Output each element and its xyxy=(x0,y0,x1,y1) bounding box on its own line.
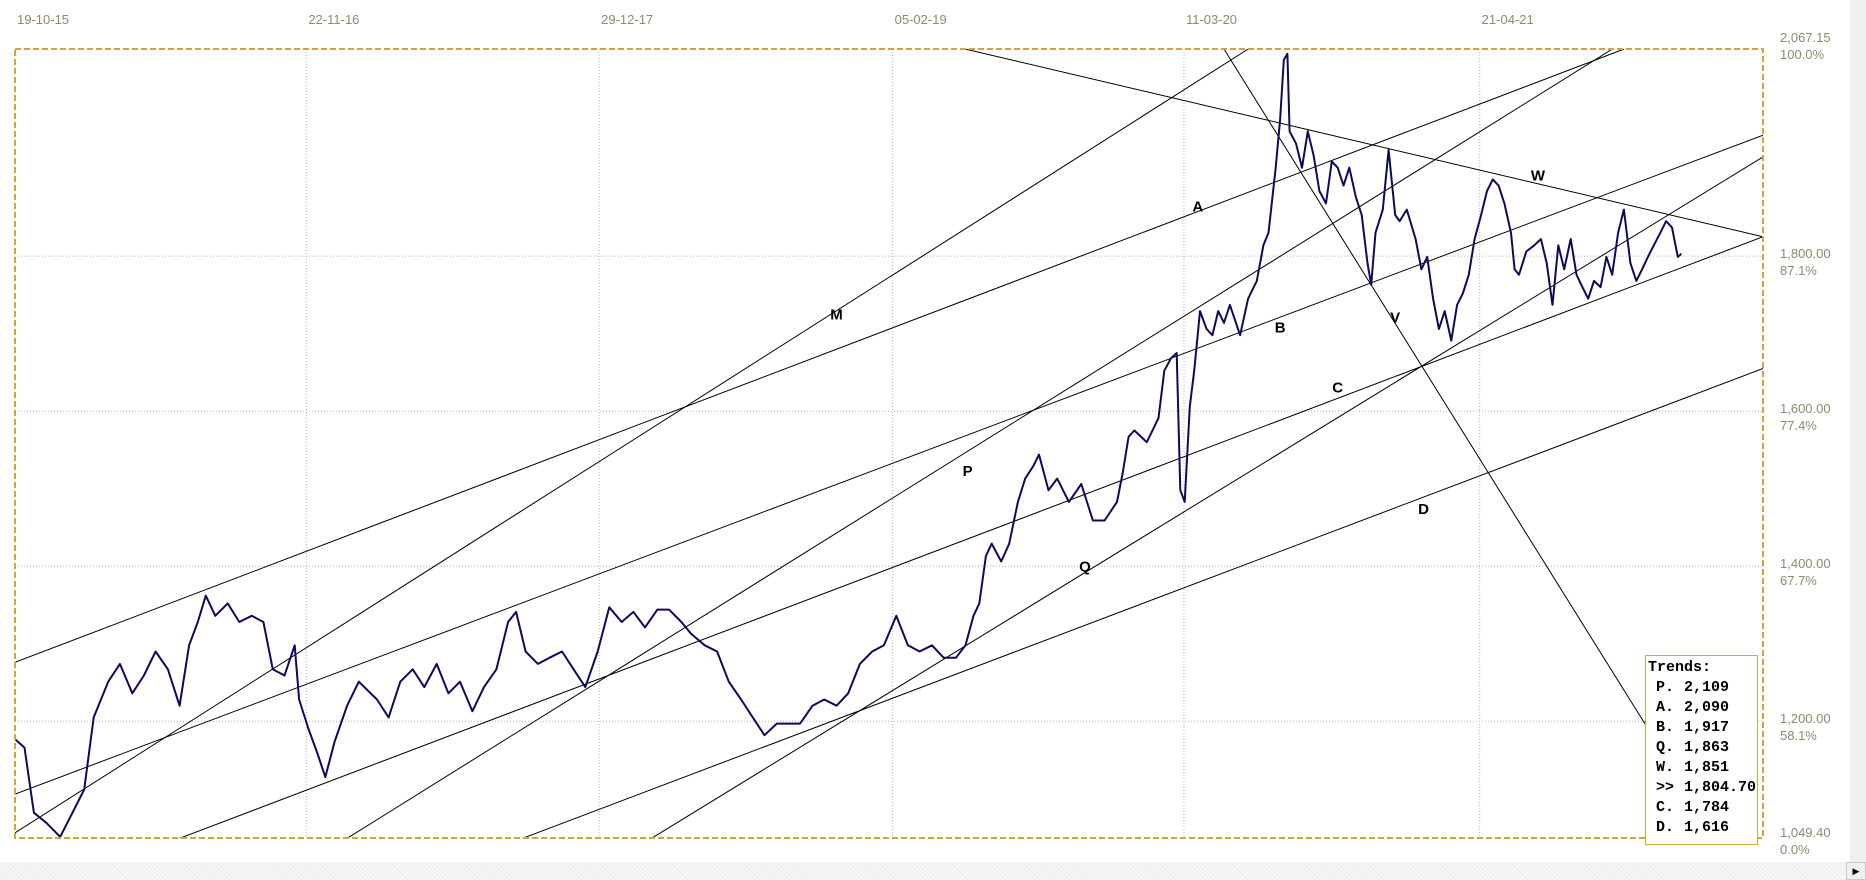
trend-value: 1,863 xyxy=(1684,739,1730,756)
trend-key: >> xyxy=(1656,779,1675,796)
trend-value: 1,784 xyxy=(1684,799,1730,816)
trend-row: D. 1,616 xyxy=(1648,818,1757,838)
trend-line-d xyxy=(522,368,1763,838)
y-tick-percent: 87.1% xyxy=(1780,263,1817,278)
y-tick-percent: 0.0% xyxy=(1780,842,1810,857)
trend-row: Q. 1,863 xyxy=(1648,738,1757,758)
price-series xyxy=(15,52,1683,838)
y-tick-percent: 58.1% xyxy=(1780,728,1817,743)
y-tick-percent: 67.7% xyxy=(1780,573,1817,588)
x-tick-label: 21-04-21 xyxy=(1482,12,1534,27)
trend-line-p xyxy=(346,49,1613,838)
trend-value: 2,109 xyxy=(1684,679,1730,696)
right-panel xyxy=(1850,0,1866,862)
trend-lines xyxy=(15,49,1763,838)
trends-title: Trends: xyxy=(1648,659,1712,676)
trend-line-q xyxy=(651,156,1763,838)
y-tick-label: 1,800.00 xyxy=(1780,246,1831,261)
trend-value: 1,616 xyxy=(1684,819,1730,836)
trend-value: 2,090 xyxy=(1684,699,1730,716)
trend-row: A. 2,090 xyxy=(1648,698,1757,718)
y-tick-percent: 100.0% xyxy=(1780,47,1825,62)
trends-list: P. 2,109 A. 2,090 B. 1,917 Q. 1,863 W. 1,851 >> 1,8… xyxy=(1648,678,1757,838)
y-axis-labels: 2,067.15 100.0% 1,800.00 87.1% 1,600.00 77.4%… xyxy=(1780,30,1831,857)
trend-key: B. xyxy=(1656,719,1675,736)
y-tick-percent: 77.4% xyxy=(1780,418,1817,433)
trend-label-a: A xyxy=(1192,199,1203,216)
trend-key: A. xyxy=(1656,699,1675,716)
trend-line-w xyxy=(965,49,1763,238)
y-tick-label: 1,049.40 xyxy=(1780,825,1831,840)
trend-value: 1,917 xyxy=(1684,719,1730,736)
trend-key: Q. xyxy=(1656,739,1675,756)
trend-key: W. xyxy=(1656,759,1675,776)
y-tick-label: 1,600.00 xyxy=(1780,401,1831,416)
x-tick-label: 22-11-16 xyxy=(308,12,359,27)
y-tick-label: 2,067.15 xyxy=(1780,30,1831,45)
x-tick-label: 29-12-17 xyxy=(601,12,653,27)
trend-label-c: C xyxy=(1332,379,1343,396)
right-arrow-icon: ▶ xyxy=(1852,866,1860,876)
trend-line-labels: A B C D M P Q V W xyxy=(830,168,1546,576)
x-axis-labels: 19-10-15 22-11-16 29-12-17 05-02-19 11-03-20… xyxy=(17,12,1534,27)
trend-label-m: M xyxy=(830,306,843,323)
trend-line-b xyxy=(15,134,1763,795)
plot-frame xyxy=(14,48,1764,839)
y-tick-label: 1,400.00 xyxy=(1780,556,1831,571)
horizontal-scrollbar[interactable] xyxy=(0,862,1846,880)
x-tick-label: 11-03-20 xyxy=(1186,12,1237,27)
trend-value: 1,804.70 xyxy=(1684,779,1757,796)
grid-lines xyxy=(15,49,1763,838)
trend-label-d: D xyxy=(1418,501,1429,518)
trend-key: D. xyxy=(1656,819,1675,836)
trend-value: 1,851 xyxy=(1684,759,1730,776)
trend-row: >> 1,804.70 xyxy=(1648,778,1757,798)
x-tick-label: 19-10-15 xyxy=(17,12,69,27)
trend-label-w: W xyxy=(1531,168,1546,185)
trend-line-v xyxy=(1223,49,1717,838)
scroll-right-button[interactable]: ▶ xyxy=(1846,862,1866,880)
trend-row: B. 1,917 xyxy=(1648,718,1757,738)
trends-box: Trends: P. 2,109 A. 2,090 B. 1,917 Q. 1,863 W. 1,… xyxy=(1645,655,1758,845)
trend-row: P. 2,109 xyxy=(1648,678,1757,698)
x-tick-label: 05-02-19 xyxy=(895,12,947,27)
trend-label-b: B xyxy=(1275,320,1286,337)
trend-line-c xyxy=(179,236,1763,838)
y-tick-label: 1,200.00 xyxy=(1780,711,1831,726)
trend-label-v: V xyxy=(1390,310,1400,327)
trend-row: W. 1,851 xyxy=(1648,758,1757,778)
trend-line-a xyxy=(15,49,1625,663)
trend-label-p: P xyxy=(963,463,973,480)
price-line xyxy=(15,52,1683,838)
trend-key: C. xyxy=(1656,799,1675,816)
trend-line-m xyxy=(15,49,1249,834)
trend-label-q: Q xyxy=(1079,558,1091,575)
trend-key: P. xyxy=(1656,679,1675,696)
trend-row: C. 1,784 xyxy=(1648,798,1757,818)
